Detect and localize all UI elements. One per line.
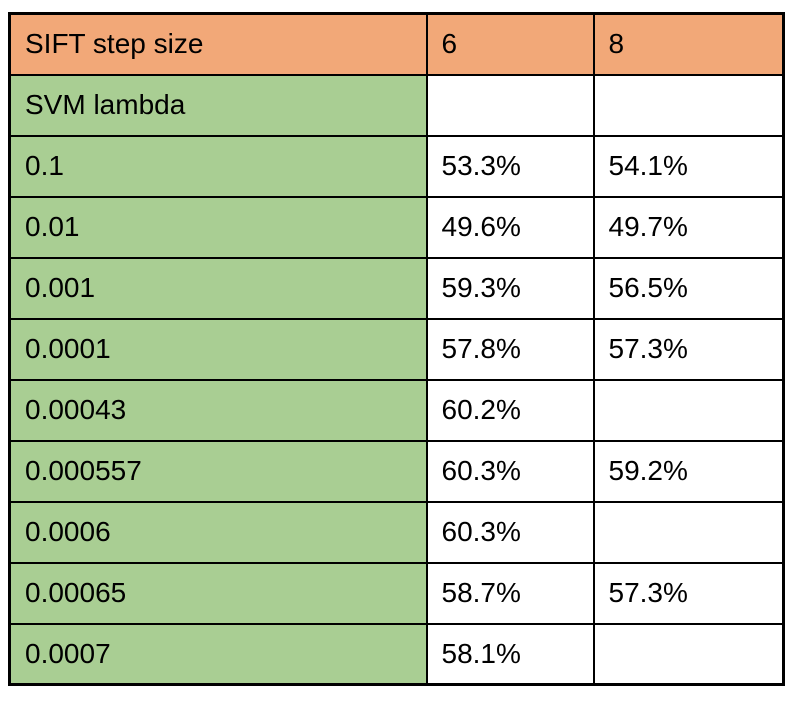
- accuracy-cell-step6: 49.6%: [425, 195, 595, 259]
- accuracy-cell-step8: [592, 622, 785, 686]
- accuracy-cell-step8: [592, 378, 785, 442]
- accuracy-cell-step8: 54.1%: [592, 134, 785, 198]
- table-row: 0.0001 57.8% 57.3%: [8, 317, 785, 381]
- table-row: 0.00065 58.7% 57.3%: [8, 561, 785, 625]
- lambda-label-cell: 0.0006: [8, 500, 428, 564]
- header-corner-cell: SIFT step size: [8, 12, 428, 76]
- header-cell-step-8: 8: [592, 12, 785, 76]
- accuracy-cell-step8: 56.5%: [592, 256, 785, 320]
- row-group-header-row: SVM lambda: [8, 73, 785, 137]
- header-cell-step-6: 6: [425, 12, 595, 76]
- empty-cell: [592, 73, 785, 137]
- accuracy-cell-step6: 60.3%: [425, 500, 595, 564]
- results-table: SIFT step size 6 8 SVM lambda 0.1 53.3% …: [8, 12, 785, 686]
- accuracy-cell-step8: 49.7%: [592, 195, 785, 259]
- table-row: 0.0007 58.1%: [8, 622, 785, 686]
- table-row: 0.000557 60.3% 59.2%: [8, 439, 785, 503]
- lambda-label-cell: 0.001: [8, 256, 428, 320]
- empty-cell: [425, 73, 595, 137]
- accuracy-cell-step6: 59.3%: [425, 256, 595, 320]
- accuracy-cell-step6: 60.3%: [425, 439, 595, 503]
- accuracy-cell-step8: 57.3%: [592, 317, 785, 381]
- table-row: 0.01 49.6% 49.7%: [8, 195, 785, 259]
- accuracy-cell-step8: [592, 500, 785, 564]
- lambda-label-cell: 0.00043: [8, 378, 428, 442]
- header-row: SIFT step size 6 8: [8, 12, 785, 76]
- lambda-label-cell: 0.00065: [8, 561, 428, 625]
- table-row: 0.001 59.3% 56.5%: [8, 256, 785, 320]
- accuracy-cell-step8: 57.3%: [592, 561, 785, 625]
- accuracy-cell-step6: 57.8%: [425, 317, 595, 381]
- lambda-label-cell: 0.1: [8, 134, 428, 198]
- lambda-label-cell: 0.0001: [8, 317, 428, 381]
- table-row: 0.00043 60.2%: [8, 378, 785, 442]
- table-row: 0.0006 60.3%: [8, 500, 785, 564]
- accuracy-cell-step8: 59.2%: [592, 439, 785, 503]
- lambda-label-cell: 0.0007: [8, 622, 428, 686]
- row-group-header-cell: SVM lambda: [8, 73, 428, 137]
- table-row: 0.1 53.3% 54.1%: [8, 134, 785, 198]
- lambda-label-cell: 0.000557: [8, 439, 428, 503]
- accuracy-cell-step6: 58.7%: [425, 561, 595, 625]
- accuracy-cell-step6: 53.3%: [425, 134, 595, 198]
- accuracy-cell-step6: 58.1%: [425, 622, 595, 686]
- accuracy-cell-step6: 60.2%: [425, 378, 595, 442]
- lambda-label-cell: 0.01: [8, 195, 428, 259]
